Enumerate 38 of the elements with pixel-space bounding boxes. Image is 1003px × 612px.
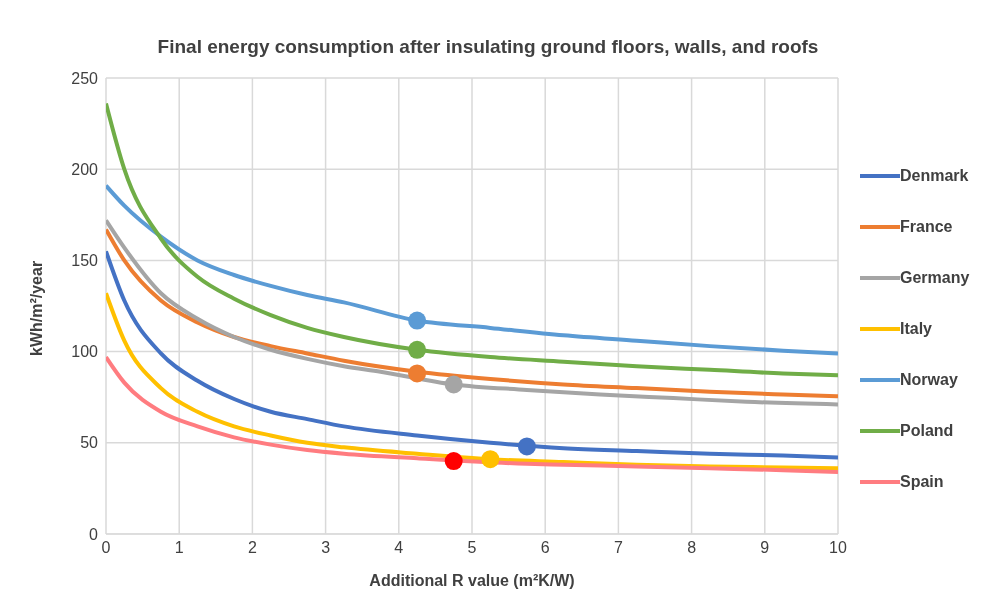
x-tick-label: 7 <box>613 539 623 557</box>
x-axis-title: Additional R value (m²K/W) <box>369 572 575 589</box>
y-tick-label: 100 <box>71 343 99 361</box>
x-tick-label: 2 <box>247 539 257 557</box>
y-tick-label: 200 <box>71 160 99 178</box>
point <box>444 452 463 471</box>
point <box>444 375 463 394</box>
chart-title: Final energy consumption after insulating ground floors, walls, and roofs <box>156 36 820 58</box>
y-tick-label: 0 <box>89 525 99 543</box>
point <box>408 311 427 330</box>
x-tick-label: 1 <box>174 539 184 557</box>
x-tick-label: 8 <box>687 539 697 557</box>
y-tick-label: 50 <box>80 434 99 452</box>
x-tick-label: 6 <box>540 539 550 557</box>
legend-label: Spain <box>900 472 944 491</box>
legend-label: Italy <box>900 319 933 338</box>
x-tick-label: 5 <box>467 539 477 557</box>
x-tick-label: 0 <box>101 539 111 557</box>
x-tick-label: 3 <box>321 539 331 557</box>
legend-label: Norway <box>900 370 958 389</box>
y-tick-label: 150 <box>71 252 99 270</box>
line-series <box>106 183 838 356</box>
point <box>408 340 427 359</box>
line-series <box>106 355 838 474</box>
legend-label: Germany <box>900 268 970 287</box>
legend-label: Poland <box>900 421 954 440</box>
point <box>517 437 536 456</box>
x-tick-label: 4 <box>394 539 404 557</box>
point <box>408 364 427 383</box>
legend-label: Denmark <box>900 166 969 185</box>
y-tick-label: 250 <box>71 69 99 87</box>
x-tick-label: 10 <box>829 539 847 557</box>
line-series <box>106 249 838 460</box>
y-axis-title: kWh/m²/year <box>27 260 45 356</box>
point <box>481 450 500 469</box>
legend-label: France <box>900 217 953 236</box>
x-tick-label: 9 <box>760 539 770 557</box>
line-series <box>106 101 838 378</box>
